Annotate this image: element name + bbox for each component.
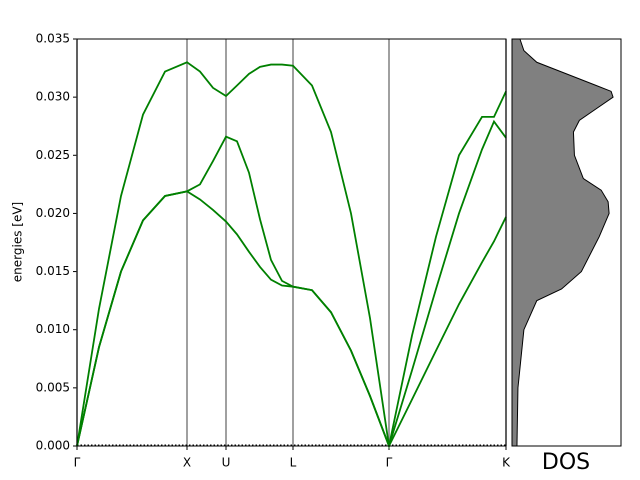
band-line — [76, 61, 507, 447]
x-tick-label: Γ — [386, 456, 393, 470]
dos-frame — [511, 38, 622, 447]
y-tick-label: 0.020 — [36, 206, 70, 220]
y-tick-label: 0.030 — [36, 90, 70, 104]
band-line — [76, 119, 507, 449]
x-tick-label: K — [502, 456, 511, 470]
dos-label: DOS — [542, 450, 590, 475]
x-tick-label: X — [183, 456, 191, 470]
dos-area — [512, 39, 614, 446]
y-tick-label: 0.015 — [36, 264, 70, 278]
y-tick-label: 0.010 — [36, 322, 70, 336]
y-tick-label: 0.035 — [36, 32, 70, 46]
y-tick-label: 0.000 — [36, 439, 70, 453]
band-line — [76, 190, 507, 449]
dos-line — [516, 38, 614, 447]
y-tick-label: 0.025 — [36, 148, 70, 162]
axes-frame — [76, 38, 507, 447]
y-axis-label: energies [eV] — [11, 202, 25, 282]
x-tick-label: L — [290, 456, 297, 470]
y-tick-label: 0.005 — [36, 380, 70, 394]
x-tick-label: U — [222, 456, 231, 470]
x-tick-label: Γ — [74, 456, 81, 470]
